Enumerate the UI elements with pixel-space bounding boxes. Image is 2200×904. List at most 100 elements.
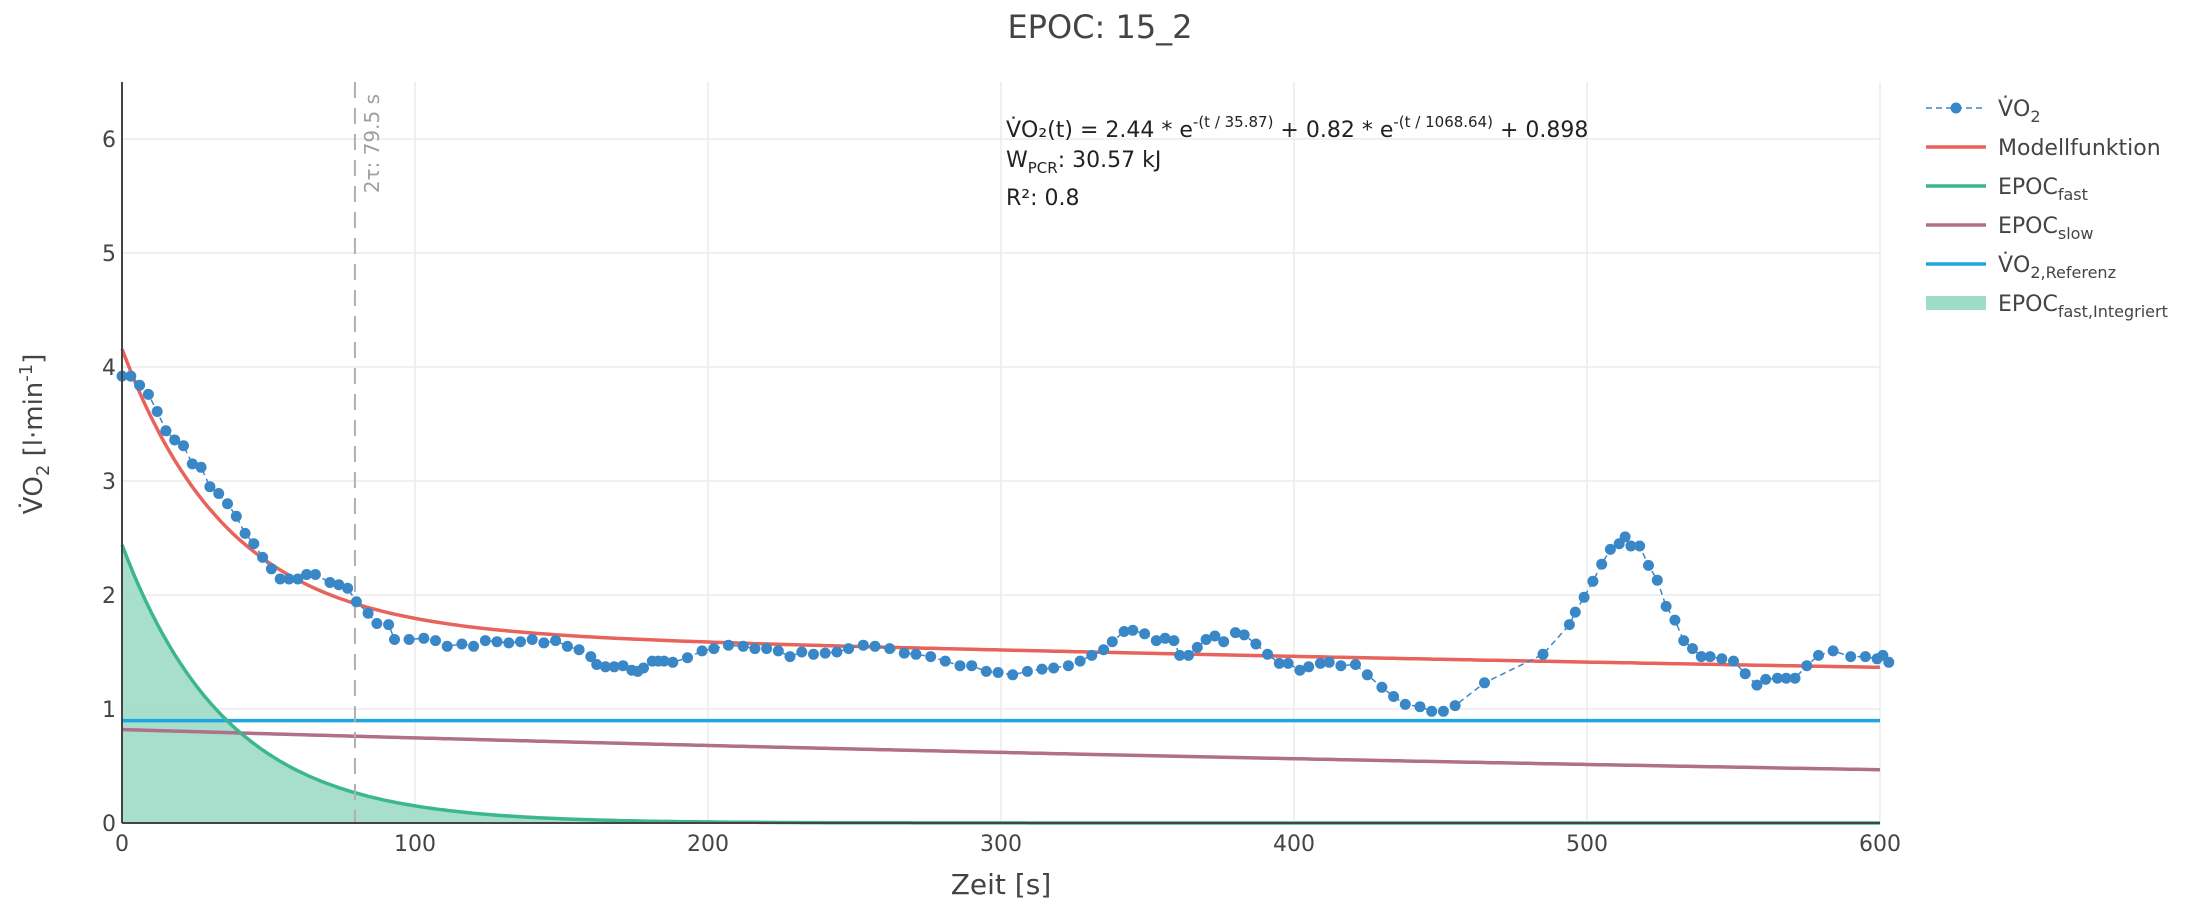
- vo2-data-point: [1780, 672, 1792, 684]
- x-tick-label: 200: [687, 832, 729, 857]
- vo2-data-point: [125, 370, 137, 382]
- vo2-data-point: [350, 596, 362, 608]
- vo2-data-point: [1651, 574, 1663, 586]
- vo2-data-point: [274, 573, 286, 585]
- annotation-wpcr: WPCR: 30.57 kJ: [1006, 148, 1161, 177]
- vo2-data-point: [591, 659, 603, 670]
- vo2-data-point: [1159, 632, 1171, 644]
- vo2-data-point: [925, 651, 937, 663]
- vo2-data-point: [151, 406, 163, 417]
- vo2-data-point: [1150, 635, 1162, 647]
- legend-label-main: V̇O: [1998, 96, 2030, 122]
- vo2-data-point: [383, 619, 395, 631]
- legend-label-sub: fast: [2058, 185, 2088, 204]
- vo2-data-point: [371, 618, 383, 629]
- vo2-data-point: [362, 607, 374, 619]
- vo2-data-point: [142, 388, 154, 400]
- legend-label: EPOCfast: [1998, 175, 2088, 204]
- vo2-data-point: [1262, 648, 1274, 660]
- vo2-data-point: [169, 434, 181, 446]
- vo2-data-point: [1634, 540, 1646, 552]
- vo2-data-point: [869, 640, 881, 652]
- chart-title: EPOC: 15_2: [1007, 8, 1192, 46]
- vo2-data-point: [283, 573, 295, 585]
- epoc-slow-line: [121, 727, 1881, 772]
- vo2-data-point: [1335, 660, 1347, 672]
- legend-label-main: EPOC: [1998, 214, 2058, 239]
- vo2-data-point: [843, 643, 855, 655]
- vo2-data-point: [134, 379, 146, 391]
- vo2-data-point: [857, 639, 869, 651]
- y-tick-label: 2: [102, 584, 116, 609]
- vo2-data-point: [248, 538, 260, 550]
- vo2-data-point: [1569, 606, 1581, 618]
- vo2-data-point: [222, 498, 233, 510]
- vo2-data-point: [737, 640, 749, 652]
- vo2-data-point: [1098, 644, 1110, 656]
- vo2-data-point: [1883, 656, 1895, 668]
- legend-label: EPOCfast,Integriert: [1998, 292, 2168, 321]
- y-axis-label-sub: 2: [33, 465, 54, 476]
- vo2-data-point: [204, 481, 216, 493]
- legend-item: V̇O2: [1926, 96, 2041, 126]
- legend-swatch-marker: [1950, 102, 1962, 114]
- vo2-data-point: [1739, 668, 1751, 680]
- legend-item: EPOCfast,Integriert: [1926, 292, 2168, 321]
- vo2-data-point: [1282, 657, 1294, 669]
- vo2-data-point: [1596, 558, 1608, 570]
- vo2-data-point: [1479, 677, 1490, 689]
- vo2-data-point: [538, 637, 550, 649]
- vo2-data-point: [1350, 659, 1361, 670]
- vo2-data-point: [1751, 679, 1763, 691]
- vo2-data-point: [1062, 660, 1074, 672]
- vo2-data-point: [1449, 700, 1461, 712]
- vo2-data-point: [667, 656, 679, 668]
- x-tick-label: 300: [980, 832, 1022, 857]
- vo2-data-point: [772, 645, 784, 657]
- legend-item: EPOCfast: [1926, 175, 2088, 204]
- vo2-data-point: [884, 643, 896, 655]
- vo2-data-point: [819, 647, 831, 659]
- vo2-data-point: [550, 635, 562, 647]
- y-tick-label: 6: [102, 128, 116, 153]
- model-annotation: V̇O₂(t) = 2.44 * e-(t / 35.87) + 0.82 * …: [1006, 113, 1588, 211]
- vo2-data-point: [608, 661, 620, 673]
- legend: V̇O2ModellfunktionEPOCfastEPOCslowV̇O2,R…: [1926, 96, 2168, 321]
- vo2-data-point: [301, 569, 313, 580]
- vo2-data-point: [796, 646, 808, 658]
- vo2-data-point: [1183, 649, 1194, 661]
- vo2-data-point: [324, 577, 336, 588]
- vo2-data-point: [503, 637, 515, 649]
- legend-label-sub: slow: [2058, 224, 2094, 243]
- vo2-data-point: [1314, 657, 1326, 669]
- vo2-data-point: [213, 488, 225, 499]
- x-tick-label: 100: [394, 832, 436, 857]
- epoc-fast-integrated-area: [122, 544, 1054, 823]
- x-axis-label: Zeit [s]: [951, 868, 1052, 900]
- y-tick-label: 5: [102, 242, 116, 267]
- vo2-data-point: [939, 655, 951, 667]
- vo2-data-point: [761, 643, 773, 655]
- y-axis-label-tail: [l·min: [19, 382, 49, 465]
- vo2-data-point: [1827, 645, 1839, 657]
- vo2-data-point: [1760, 673, 1772, 685]
- vo2-data-point: [696, 645, 708, 657]
- vo2-data-point: [1174, 649, 1186, 661]
- vo2-data-point: [1619, 531, 1631, 543]
- legend-label: V̇O2: [1998, 96, 2041, 126]
- axes: [121, 82, 1880, 824]
- vo2-data-point: [1048, 662, 1060, 674]
- tau-marker: 2τ: 79.5 s: [353, 82, 384, 823]
- vo2-data-point: [1537, 648, 1549, 660]
- vo2-data-point: [898, 647, 910, 659]
- gridlines: [122, 82, 1881, 823]
- vo2-data-point: [1845, 651, 1857, 663]
- vo2-data-point: [1426, 705, 1438, 717]
- legend-label: Modellfunktion: [1998, 136, 2161, 161]
- vo2-data-point: [708, 643, 720, 655]
- vo2-data-point: [954, 660, 966, 672]
- vo2-data-point: [1250, 638, 1262, 650]
- vo2-data-point: [230, 510, 242, 522]
- legend-label-sub: fast,Integriert: [2058, 302, 2168, 321]
- vo2-data-point: [186, 458, 198, 470]
